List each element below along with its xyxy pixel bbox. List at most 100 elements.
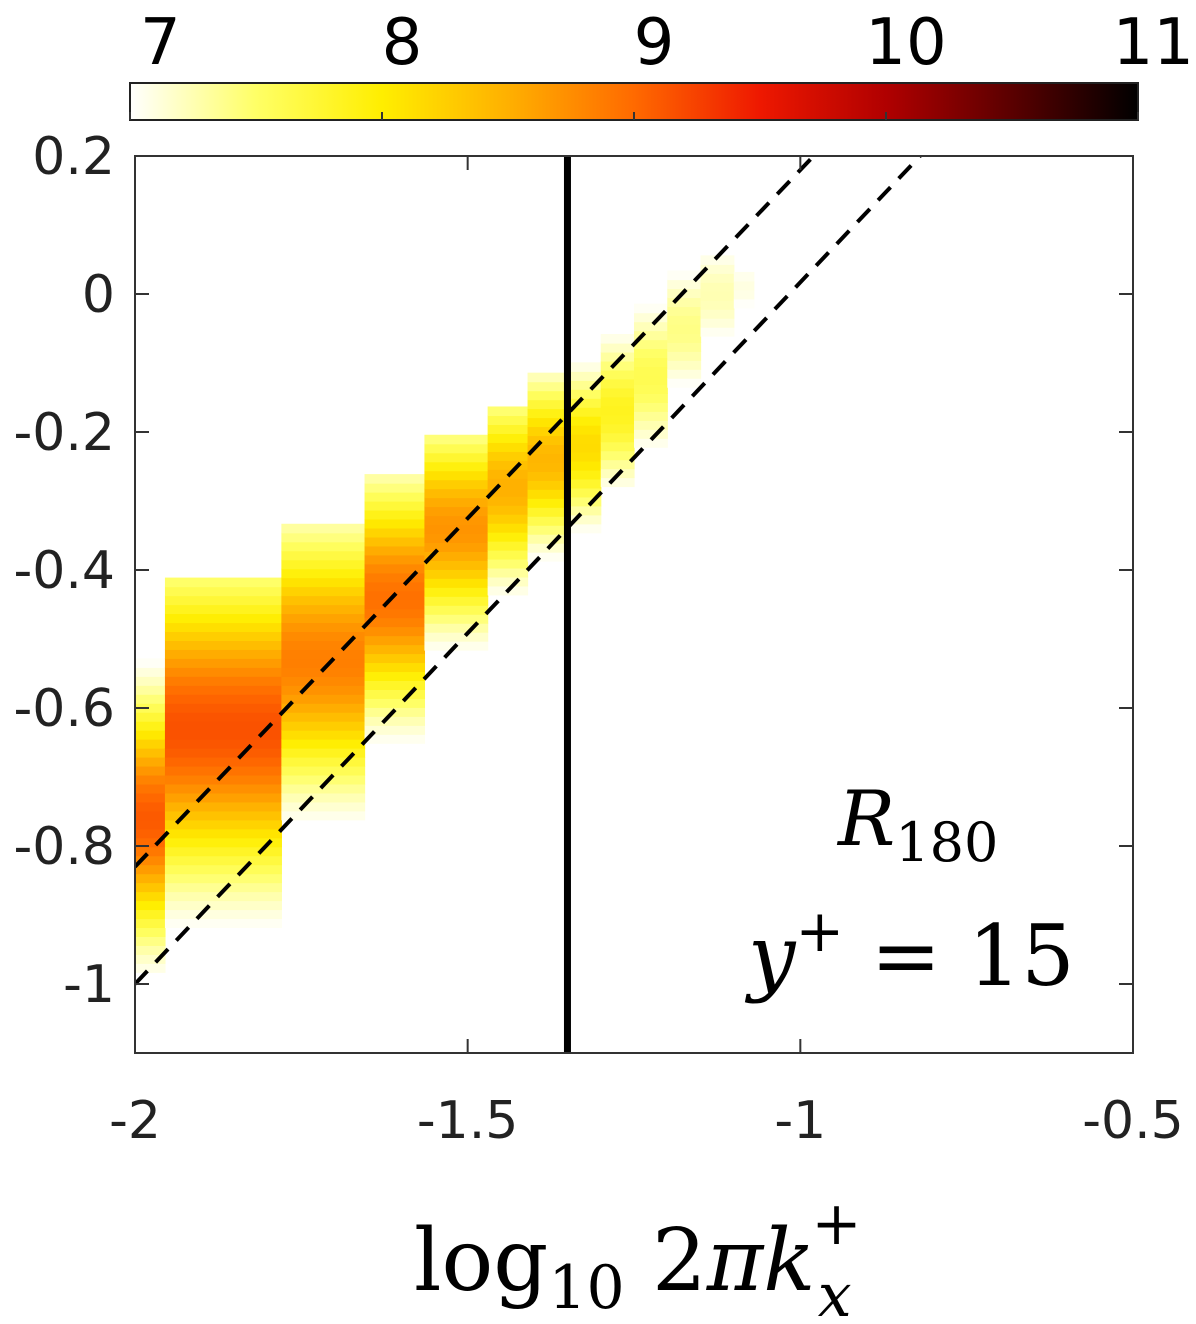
heatmap-cell: [634, 420, 668, 430]
heatmap-cell: [281, 739, 366, 749]
heatmap-cell: [135, 783, 166, 794]
heatmap-cell: [364, 581, 426, 592]
y-tick-label: -0.2: [14, 403, 115, 463]
heatmap-cell: [667, 342, 702, 352]
heatmap-cell: [364, 671, 426, 681]
heatmap-cell: [424, 569, 489, 579]
heatmap-cell: [634, 357, 668, 368]
heatmap-cell: [567, 523, 602, 534]
heatmap-cell: [487, 505, 529, 515]
heatmap-cell: [164, 792, 282, 803]
heatmap-cell: [424, 452, 489, 463]
heatmap-cell: [487, 549, 529, 560]
heatmap-cell: [527, 498, 569, 508]
heatmap-cell: [135, 801, 166, 812]
heatmap-cell: [600, 369, 635, 380]
heatmap-cell: [527, 399, 569, 410]
heatmap-cell: [700, 318, 735, 328]
heatmap-cell: [634, 393, 668, 403]
heatmap-cell: [600, 387, 635, 398]
heatmap-cell: [281, 640, 366, 650]
heatmap-cell: [164, 595, 282, 606]
heatmap-cell: [527, 507, 569, 517]
heatmap-cell: [135, 658, 166, 668]
heatmap-cell: [424, 434, 489, 445]
heatmap-cell: [700, 291, 735, 301]
heatmap-cell: [567, 362, 602, 372]
heatmap-cell: [164, 739, 282, 749]
heatmap-cell: [527, 489, 569, 499]
heatmap-cell: [667, 378, 702, 388]
heatmap-cell: [424, 578, 489, 588]
heatmap-cell: [364, 554, 426, 565]
heatmap-cell: [424, 560, 489, 570]
heatmap-cell: [164, 649, 282, 659]
heatmap-cell: [164, 622, 282, 633]
heatmap-cell: [527, 390, 569, 401]
heatmap-cell: [164, 873, 282, 884]
heatmap-cell: [281, 649, 366, 659]
heatmap-cell: [135, 819, 166, 830]
heatmap-cell: [164, 810, 282, 821]
heatmap-cell: [281, 765, 366, 776]
heatmap-cell: [364, 518, 426, 529]
colorbar: 7 8 9 10 11: [129, 6, 1194, 121]
heatmap-cell: [424, 605, 489, 615]
heatmap-cell: [527, 372, 569, 383]
heatmap-cell: [364, 492, 426, 502]
annotation-r180: R180: [836, 774, 998, 874]
heatmap-cell: [700, 282, 735, 292]
heatmap-cell: [667, 297, 702, 308]
heatmap-cell: [364, 536, 426, 547]
heatmap-cell: [164, 631, 282, 641]
heatmap-cell: [164, 748, 282, 758]
heatmap-cell: [634, 366, 668, 377]
heatmap-cell: [281, 810, 366, 821]
annotation: R180 y+ = 15: [744, 774, 1075, 1005]
heatmap-cell: [424, 587, 489, 597]
heatmap-cell: [424, 479, 489, 490]
heatmap-cell: [487, 487, 529, 497]
heatmap-cell: [164, 613, 282, 624]
heatmap-cell: [600, 450, 635, 461]
heatmap-cell: [487, 567, 529, 578]
heatmap-cell: [281, 756, 366, 767]
heatmap-cell: [424, 542, 489, 552]
heatmap-cell: [527, 552, 569, 562]
heatmap-cell: [600, 334, 635, 344]
heatmap-cell: [164, 909, 282, 920]
heatmap-cell: [634, 303, 668, 314]
heatmap-cell: [527, 516, 569, 526]
heatmap-cell: [567, 478, 602, 489]
heatmap-cell: [567, 380, 602, 390]
heatmap-cell: [567, 407, 602, 417]
heatmap-cell: [733, 289, 755, 300]
heatmap-cell: [567, 469, 602, 480]
heatmap-cell: [700, 327, 735, 337]
heatmap-cell: [364, 608, 426, 619]
heatmap-cell: [135, 739, 166, 749]
heatmap-cell: [281, 532, 366, 543]
heatmap-cell: [487, 442, 529, 452]
heatmap-cell: [487, 424, 529, 434]
heatmap-cell: [667, 279, 702, 290]
heatmap-cell: [567, 514, 602, 525]
heatmap-cell: [527, 444, 569, 454]
heatmap-cell: [164, 864, 282, 875]
heatmap-cell: [281, 658, 366, 668]
heatmap-cell: [364, 599, 426, 610]
heatmap-cell: [281, 622, 366, 633]
heatmap-cell: [567, 389, 602, 399]
axis-ticks: -2 -1.5 -1 -0.5 -1 -0.8 -0.6 -0.4 -0.2 0 0.2: [14, 127, 1184, 1151]
heatmap-cell: [364, 545, 426, 556]
heatmap-cell: [135, 927, 166, 937]
x-axis-label: log10 2πk+ x: [414, 1189, 862, 1324]
heatmap-cell: [567, 487, 602, 498]
heatmap-cell: [135, 900, 166, 911]
heatmap-cell: [364, 644, 426, 655]
heatmap-cell: [164, 900, 282, 911]
heatmap-cell: [281, 783, 366, 794]
heatmap-cell: [567, 460, 602, 471]
heatmap-cell: [135, 685, 166, 695]
